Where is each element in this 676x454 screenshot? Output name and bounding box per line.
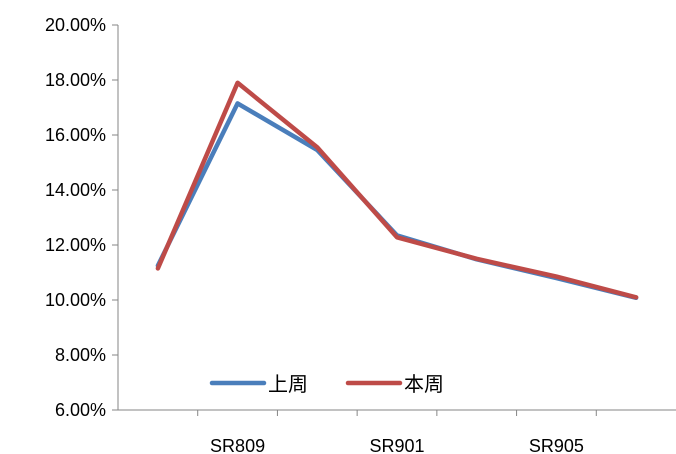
legend-label-1: 本周 bbox=[404, 372, 444, 396]
legend-label-0: 上周 bbox=[268, 372, 308, 396]
y-tick-label: 12.00% bbox=[45, 235, 106, 255]
y-tick-label: 18.00% bbox=[45, 70, 106, 90]
y-tick-label: 10.00% bbox=[45, 290, 106, 310]
y-tick-label: 20.00% bbox=[45, 15, 106, 35]
y-axis-ticks: 6.00% 8.00% 10.00% 12.00% 14.00% 16.00% 18.00%… bbox=[45, 15, 118, 420]
y-tick-label: 8.00% bbox=[55, 345, 106, 365]
series-line-1 bbox=[155, 80, 639, 300]
chart-legend: 上周 本周 bbox=[209, 372, 444, 396]
y-tick-label: 16.00% bbox=[45, 125, 106, 145]
x-tick-label: SR905 bbox=[529, 436, 584, 454]
chart-axes bbox=[117, 25, 676, 411]
x-tick-label: SR901 bbox=[369, 436, 424, 454]
x-axis-ticks: SR809 SR901 SR905 bbox=[197, 410, 597, 454]
x-tick-label: SR809 bbox=[210, 436, 265, 454]
chart-series bbox=[155, 80, 639, 301]
series-line-0 bbox=[155, 101, 639, 301]
y-tick-label: 6.00% bbox=[55, 400, 106, 420]
y-tick-label: 14.00% bbox=[45, 180, 106, 200]
